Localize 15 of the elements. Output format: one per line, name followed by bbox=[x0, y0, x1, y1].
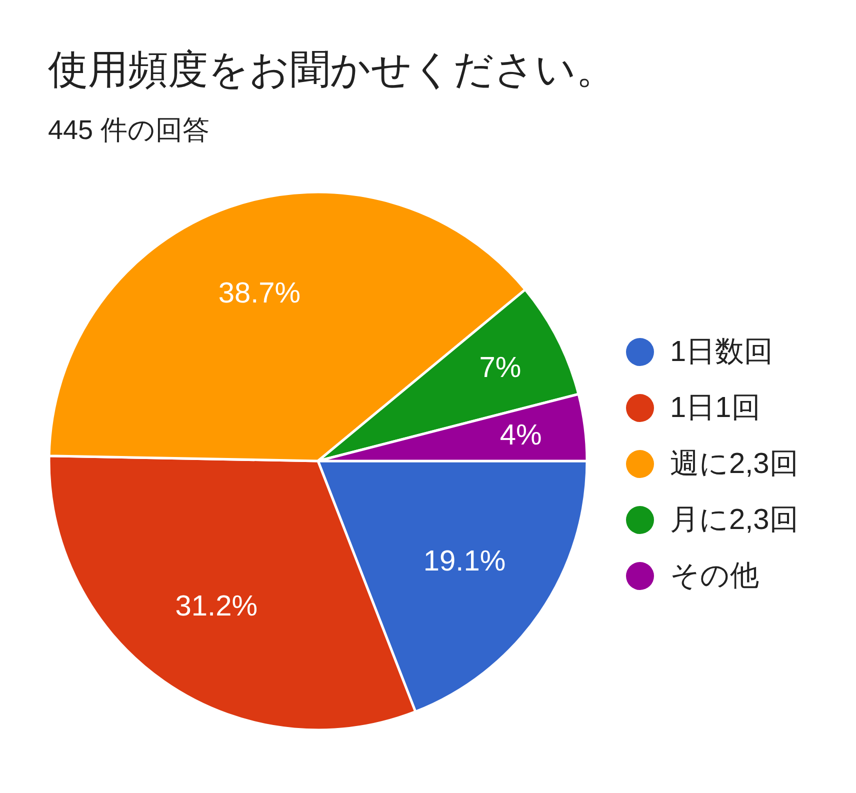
data-label: 4% bbox=[500, 419, 542, 452]
legend-label: 週に2,3回 bbox=[670, 448, 798, 480]
chart-title: 使用頻度をお聞かせください。 bbox=[48, 48, 616, 92]
pie-slice bbox=[48, 454, 417, 732]
chart-subtitle: 445 件の回答 bbox=[48, 115, 210, 145]
legend-label: 1日数回 bbox=[670, 336, 774, 368]
pie-slice bbox=[316, 392, 588, 462]
data-label: 31.2% bbox=[175, 590, 258, 623]
data-label: 38.7% bbox=[218, 277, 301, 310]
data-label: 19.1% bbox=[423, 545, 506, 578]
legend-label: 月に2,3回 bbox=[670, 504, 798, 536]
legend-label: 1日1回 bbox=[670, 392, 760, 424]
pie-slice bbox=[316, 288, 580, 462]
legend-label: その他 bbox=[670, 560, 759, 592]
data-label: 7% bbox=[479, 352, 522, 384]
